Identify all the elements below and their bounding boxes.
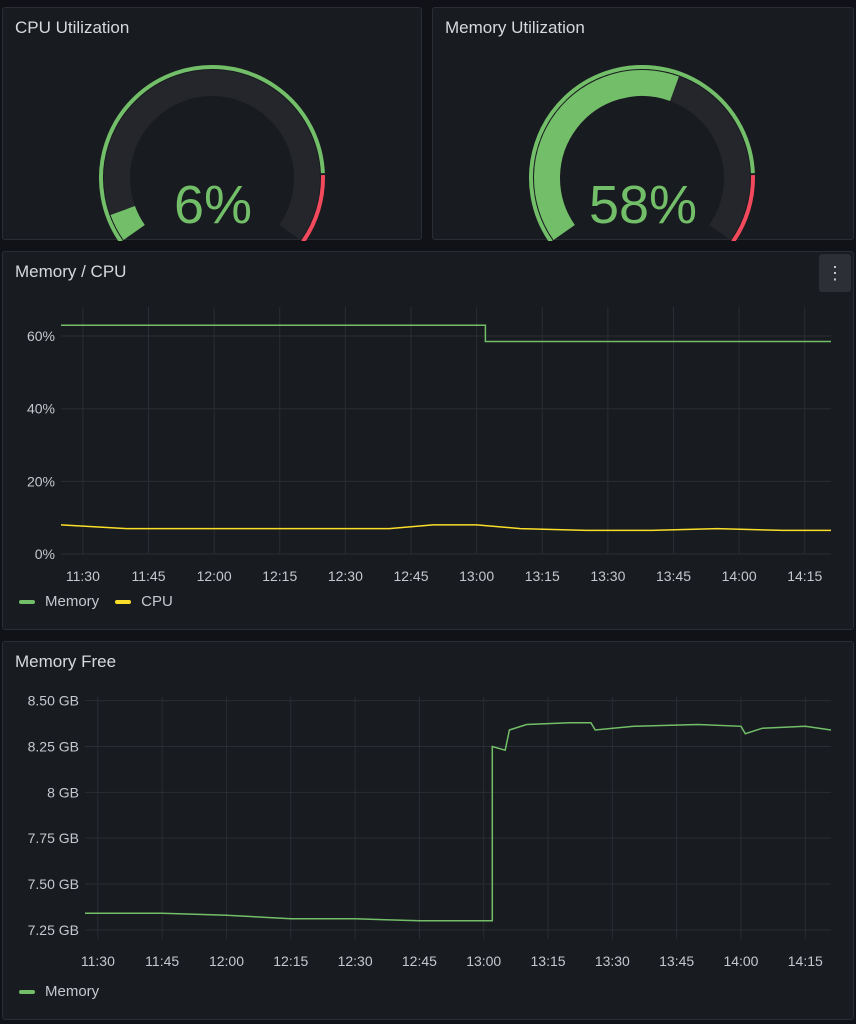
memory-free-chart: 7.25 GB 7.50 GB 7.75 GB 8 GB 8.25 GB 8.50 GB 1… (28, 693, 832, 969)
gauge-value-arc (534, 70, 679, 240)
gauge-threshold-green (529, 65, 755, 241)
y-tick-label: 8.25 GB (28, 739, 79, 755)
y-tick-label: 7.50 GB (28, 876, 79, 892)
x-tick-label: 11:45 (132, 568, 166, 584)
x-tick-label: 13:15 (525, 568, 560, 584)
y-tick-label: 40% (27, 401, 55, 417)
x-tick-label: 13:45 (659, 953, 694, 969)
gauge-track (104, 70, 320, 240)
x-tick-label: 13:00 (459, 568, 494, 584)
x-tick-label: 12:15 (273, 953, 308, 969)
y-tick-label: 8.50 GB (28, 693, 79, 709)
gauge-threshold-green (99, 65, 325, 241)
memory-free-panel: Memory Free 7.25 GB 7.50 GB 7.75 GB 8 GB 8.2… (2, 641, 854, 1020)
legend-label: Memory (45, 593, 100, 610)
x-tick-label: 13:15 (531, 953, 566, 969)
memory-gauge-value: 58% (588, 175, 698, 235)
x-tick-label: 13:45 (656, 568, 691, 584)
chart-legend: Memory (19, 983, 99, 1000)
cpu-gauge-value: 6% (173, 175, 253, 235)
y-tick-label: 0% (35, 546, 55, 562)
panel-title: Memory Free (15, 652, 117, 671)
x-tick-label: 14:00 (722, 568, 757, 584)
legend-swatch (115, 599, 132, 604)
x-tick-label: 11:30 (66, 568, 100, 584)
y-tick-label: 8 GB (47, 784, 79, 800)
x-tick-label: 12:00 (197, 568, 232, 584)
x-tick-label: 11:45 (145, 953, 179, 969)
kebab-menu-icon: ⋮ (826, 263, 844, 283)
memory-cpu-panel: Memory / CPU ⋮ 0% 20% 40% 60% 11:30 11:45 12:0… (2, 251, 854, 630)
memory-utilization-panel: Memory Utilization 58% (432, 7, 854, 241)
chart-legend: Memory CPU (19, 593, 173, 610)
x-tick-label: 13:00 (466, 953, 501, 969)
y-tick-label: 20% (27, 473, 55, 489)
memory-gauge (529, 65, 755, 241)
legend-label: CPU (141, 593, 173, 610)
legend-swatch (19, 989, 35, 994)
legend-item-memory[interactable]: Memory (19, 983, 99, 1000)
legend-item-cpu[interactable]: CPU (115, 593, 173, 610)
x-tick-label: 13:30 (595, 953, 630, 969)
legend-swatch (19, 599, 35, 604)
memory-cpu-chart: 0% 20% 40% 60% 11:30 11:45 12:00 12:15 12:30 12:4… (27, 307, 831, 584)
x-tick-label: 12:45 (402, 953, 437, 969)
legend-item-memory[interactable]: Memory (19, 593, 99, 610)
y-tick-label: 60% (27, 328, 55, 344)
cpu-gauge (99, 65, 325, 241)
panel-title: Memory Utilization (445, 18, 585, 37)
gauge-threshold-red (301, 175, 325, 241)
x-tick-label: 12:15 (262, 568, 297, 584)
series-line-cpu (60, 524, 831, 532)
y-tick-label: 7.75 GB (28, 830, 79, 846)
x-tick-label: 14:00 (723, 953, 758, 969)
y-tick-label: 7.25 GB (28, 922, 79, 938)
series-line-memory (85, 721, 832, 922)
x-tick-label: 12:45 (393, 568, 428, 584)
x-tick-label: 11:30 (81, 953, 115, 969)
gauge-threshold-red (731, 175, 755, 241)
panel-title: Memory / CPU (15, 262, 127, 281)
x-tick-label: 12:30 (328, 568, 363, 584)
legend-label: Memory (45, 983, 100, 1000)
series-line-memory (61, 324, 831, 343)
panel-title: CPU Utilization (15, 18, 130, 37)
gauge-value-arc (110, 205, 146, 240)
cpu-utilization-panel: CPU Utilization 6% (2, 7, 422, 241)
panel-menu-button[interactable]: ⋮ (819, 254, 851, 292)
x-tick-label: 14:15 (787, 568, 822, 584)
x-tick-label: 12:30 (338, 953, 373, 969)
x-tick-label: 13:30 (590, 568, 625, 584)
x-tick-label: 14:15 (788, 953, 823, 969)
x-tick-label: 12:00 (209, 953, 244, 969)
